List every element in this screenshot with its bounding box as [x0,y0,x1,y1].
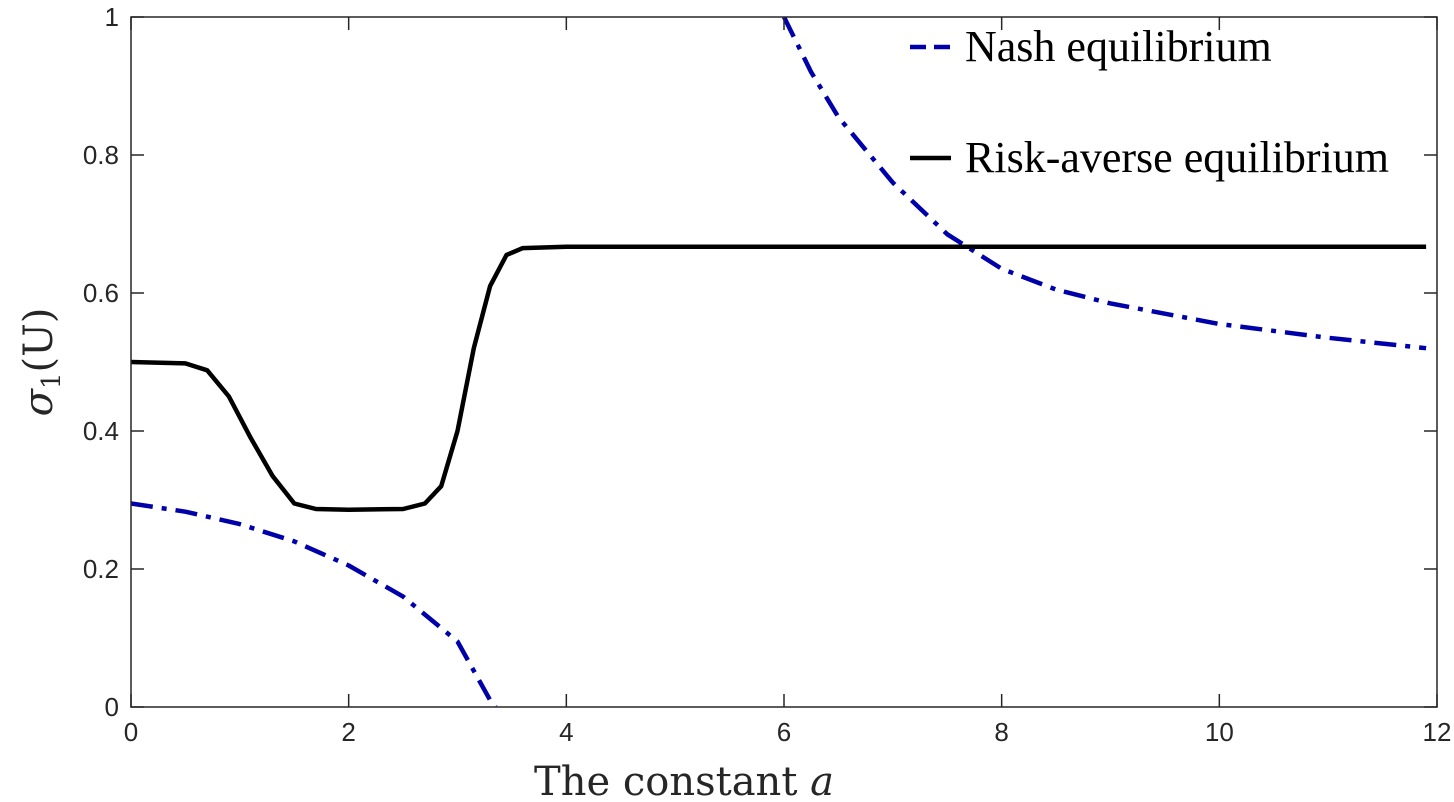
x-tick-label: 8 [994,717,1008,747]
legend-entry-risk-averse-label: Risk-averse equilibrium [965,133,1389,182]
nash-series-line-1 [131,501,498,707]
y-axis-label-argument: (U) [16,308,62,373]
legend: Nash equilibrium Risk-averse equilibrium [910,22,1389,182]
y-tick-label: 0.2 [83,554,119,584]
y-axis-label-subscript: 1 [37,373,67,390]
y-tick-label: 0.4 [83,416,119,446]
legend-entry-nash-label: Nash equilibrium [965,22,1272,71]
x-tick-label: 2 [341,717,355,747]
ticks: 0 2 4 6 8 10 12 0 0.2 0.4 0.6 0.8 1 [83,2,1452,747]
y-tick-label: 0.6 [83,278,119,308]
y-axis-label: σ1(U) [16,308,67,417]
x-tick-label: 10 [1205,717,1234,747]
y-tick-label: 1 [105,2,119,32]
x-tick-label: 4 [559,717,573,747]
x-tick-label: 6 [777,717,791,747]
x-axis-label-prefix: The constant [534,759,810,802]
nash-series-line-2 [781,17,1427,351]
axes-box [130,16,1438,708]
x-axis-label: The constant a [534,759,834,802]
y-tick-label: 0 [105,692,119,722]
x-axis-label-variable: a [810,759,834,802]
risk-averse-series-line-1 [131,244,1427,512]
y-tick-label: 0.8 [83,140,119,170]
x-tick-label: 12 [1423,717,1452,747]
plot-lines [131,17,1427,707]
x-tick-label: 0 [124,717,138,747]
y-axis-label-sigma: σ [16,387,62,416]
